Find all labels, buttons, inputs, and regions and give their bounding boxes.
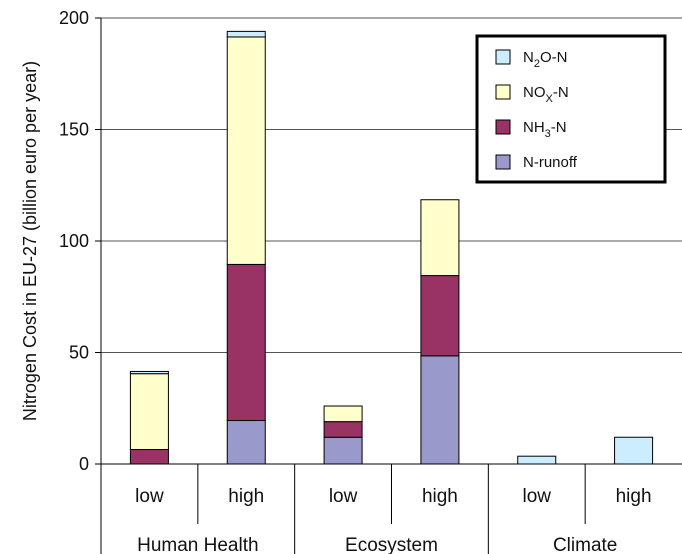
legend-label: NH3-N [523, 119, 567, 140]
x-category-label: low [135, 486, 164, 507]
legend-label: NOX-N [523, 84, 569, 105]
x-group-label: Human Health [137, 535, 258, 554]
y-tick-label: 50 [69, 343, 89, 363]
bar-segment-n-runoff [323, 436, 363, 465]
x-category-label: high [228, 486, 264, 507]
x-group-label: Climate [553, 535, 617, 554]
bar-segment-nh3-n [323, 421, 363, 438]
legend-swatch [495, 154, 511, 170]
x-group-label: Ecosystem [345, 535, 438, 554]
axes [100, 18, 682, 554]
x-category-label: high [616, 486, 652, 507]
legend: N2O-N NOX-N NH3-N N-runoff [475, 34, 667, 184]
bar-segment-n-runoff [226, 420, 266, 465]
legend-swatch [495, 49, 511, 65]
bar-segment-nox-n [226, 36, 266, 265]
legend-label: N2O-N [523, 49, 567, 70]
bar-segment-nox-n [323, 405, 363, 423]
y-tick-label: 100 [59, 231, 89, 251]
bar-segment-n2o-n [517, 455, 557, 465]
x-category-label: low [329, 486, 358, 507]
legend-swatch [495, 119, 511, 135]
bar-segment-nh3-n [420, 275, 460, 357]
y-tick-labels: 0 50 100 150 200 [59, 8, 89, 474]
x-category-labels: low high low high low high Human Health Ecosyst… [135, 486, 651, 554]
bar-segment-nox-n [129, 373, 169, 451]
bar-segment-n2o-n [129, 370, 169, 375]
bar-segment-nox-n [420, 199, 460, 277]
legend-swatch [495, 84, 511, 100]
x-category-label: low [522, 486, 551, 507]
x-category-label: high [422, 486, 458, 507]
y-tick-label: 200 [59, 8, 89, 28]
bar-segment-nh3-n [129, 449, 169, 465]
bars [129, 30, 654, 465]
legend-label: N-runoff [523, 154, 578, 171]
y-tick-label: 150 [59, 120, 89, 140]
bar-segment-n-runoff [420, 355, 460, 465]
y-axis-title: Nitrogen Cost in EU-27 (billion euro per… [20, 61, 40, 421]
bar-segment-nh3-n [226, 263, 266, 422]
bar-segment-n2o-n [226, 30, 266, 38]
bar-segment-n2o-n [614, 436, 654, 465]
y-tick-label: 0 [79, 454, 89, 474]
